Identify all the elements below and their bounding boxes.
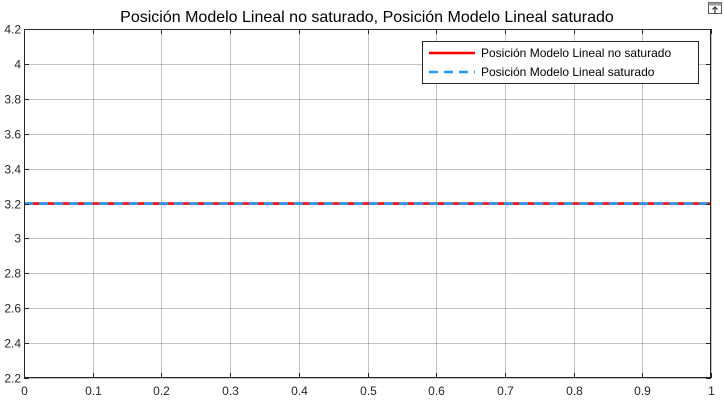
export-figure-icon[interactable] xyxy=(708,2,722,14)
x-tick-label: 1 xyxy=(708,384,715,398)
x-tick-label: 0 xyxy=(21,384,28,398)
x-axis-ticks: 0 0.1 0.2 0.3 0.4 0.5 0.6 0.7 0.8 0.9 1 xyxy=(21,29,715,398)
y-tick-label: 4.2 xyxy=(4,23,21,37)
y-tick-label: 2.4 xyxy=(4,337,21,351)
y-tick-label: 4 xyxy=(14,58,21,72)
x-tick-label: 0.3 xyxy=(222,384,239,398)
y-tick-label: 3.2 xyxy=(4,198,21,212)
legend: Posición Modelo Lineal no saturado Posici… xyxy=(422,41,699,84)
legend-label: Posición Modelo Lineal no saturado xyxy=(481,46,671,60)
y-tick-label: 3.8 xyxy=(4,93,21,107)
x-tick-label: 0.6 xyxy=(428,384,445,398)
y-tick-label: 2.8 xyxy=(4,267,21,281)
x-tick-label: 0.4 xyxy=(291,384,308,398)
legend-box xyxy=(422,41,699,84)
x-tick-label: 0.8 xyxy=(566,384,583,398)
x-tick-label: 0.1 xyxy=(85,384,102,398)
y-axis-ticks: 2.2 2.4 2.6 2.8 3 3.2 3.4 3.6 3.8 4 4.2 xyxy=(4,23,711,386)
x-tick-label: 0.9 xyxy=(634,384,651,398)
x-tick-label: 0.5 xyxy=(360,384,377,398)
y-tick-label: 3.4 xyxy=(4,163,21,177)
x-tick-label: 0.2 xyxy=(153,384,170,398)
y-tick-label: 2.6 xyxy=(4,302,21,316)
chart-title: Posición Modelo Lineal no saturado, Posi… xyxy=(120,9,614,26)
axes-frame xyxy=(24,29,711,378)
legend-label: Posición Modelo Lineal saturado xyxy=(481,65,655,79)
y-tick-label: 2.2 xyxy=(4,372,21,386)
y-tick-label: 3 xyxy=(14,232,21,246)
y-tick-label: 3.6 xyxy=(4,128,21,142)
x-tick-label: 0.7 xyxy=(497,384,514,398)
